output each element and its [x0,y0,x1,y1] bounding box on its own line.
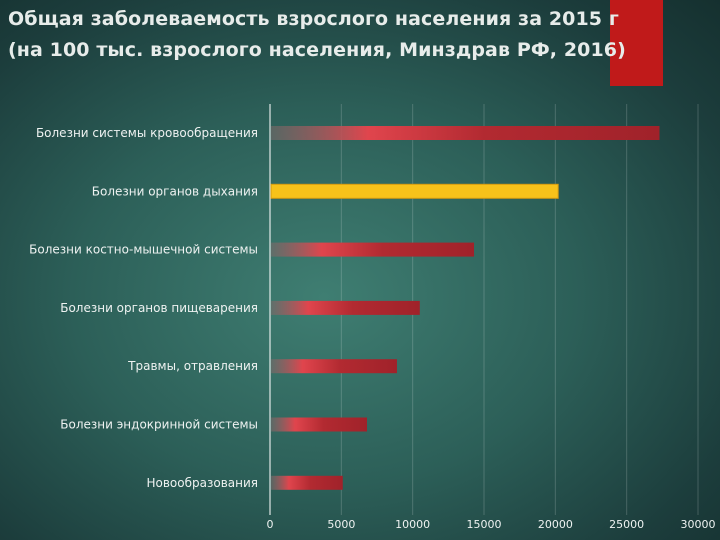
category-labels: Болезни системы кровообращения Болезни ор… [29,126,258,490]
x-tick-label: 20000 [538,518,573,531]
title-accent-bar [610,0,663,86]
title-line-2: (на 100 тыс. взрослого населения, Минздр… [8,39,626,61]
x-tick-label: 15000 [467,518,502,531]
x-tick-label: 30000 [681,518,716,531]
title-line-1: Общая заболеваемость взрослого населения… [8,8,619,30]
x-axis-tick-labels: 0 5000 10000 15000 20000 25000 30000 [267,518,716,531]
bars [270,126,660,490]
category-label: Болезни костно-мышечной системы [29,243,258,257]
page-title: Общая заболеваемость взрослого населения… [8,4,708,66]
category-label: Болезни системы кровообращения [36,126,258,140]
category-label: Травмы, отравления [127,359,258,373]
category-label: Болезни эндокринной системы [60,418,258,432]
category-label: Болезни органов дыхания [92,184,258,198]
bar [271,359,397,374]
bar [271,242,475,257]
x-tick-label: 10000 [395,518,430,531]
bar [271,126,660,140]
bar [270,183,559,199]
category-label: Новообразования [146,476,258,490]
bar [271,300,420,315]
x-tick-label: 0 [267,518,274,531]
x-tick-label: 5000 [327,518,355,531]
x-tick-label: 25000 [609,518,644,531]
bar [271,417,368,432]
bar [271,475,343,490]
category-label: Болезни органов пищеварения [60,301,258,315]
